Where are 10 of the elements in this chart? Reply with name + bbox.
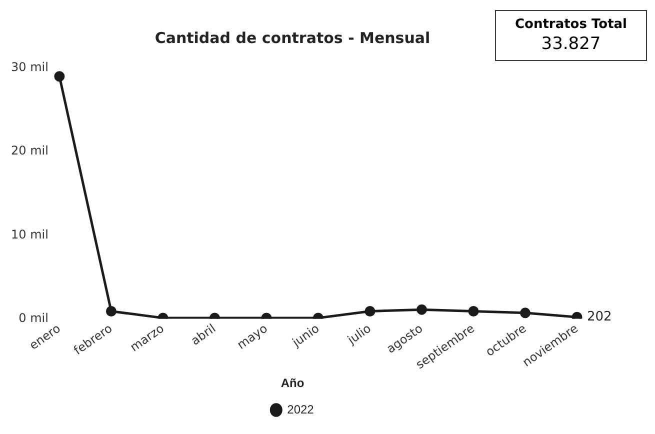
y-tick-label: 30 mil	[10, 60, 48, 74]
chart-title: Cantidad de contratos - Mensual	[154, 28, 430, 47]
text: 33.827	[540, 34, 602, 54]
legend-label: 2022	[287, 402, 314, 416]
y-tick-label: 0 mil	[18, 310, 48, 325]
legend-title: Año	[280, 376, 304, 390]
y-tick-label: 20 mil	[10, 144, 48, 158]
y-tick-label: 10 mil	[10, 227, 48, 242]
annotation: 202	[587, 309, 612, 324]
text: Contratos Total	[514, 17, 628, 32]
